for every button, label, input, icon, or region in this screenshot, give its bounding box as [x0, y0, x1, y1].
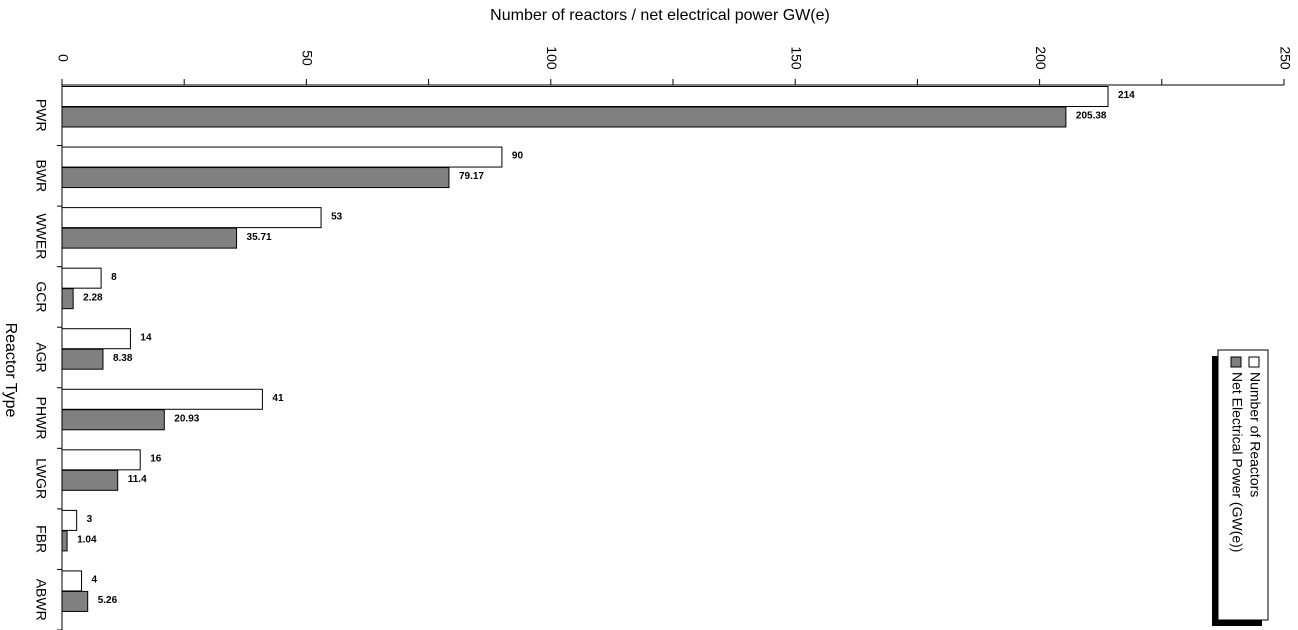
bar — [61, 288, 74, 310]
bar — [61, 207, 322, 229]
legend-swatch — [1248, 356, 1260, 368]
bar — [61, 509, 78, 531]
y-tick-label: BWR — [33, 159, 49, 192]
y-axis-title: Reactor Type — [2, 323, 19, 418]
y-tick-label: PHWR — [33, 397, 49, 440]
x-tick-label: 150 — [788, 46, 804, 70]
y-tick-label: LWGR — [33, 458, 49, 499]
bar — [61, 348, 104, 370]
value-label: 16 — [150, 453, 162, 464]
bar — [61, 86, 1109, 107]
bar — [61, 449, 141, 471]
bar — [61, 167, 450, 189]
bar — [61, 409, 165, 431]
bar — [61, 106, 1067, 128]
y-tick-label: ABWR — [33, 579, 49, 621]
value-label: 1.04 — [77, 535, 97, 546]
bar — [61, 227, 238, 249]
value-label: 11.4 — [128, 474, 147, 485]
value-label: 5.26 — [98, 595, 118, 606]
y-tick-label: AGR — [33, 342, 49, 372]
value-label: 8.38 — [113, 353, 133, 364]
value-label: 2.28 — [83, 292, 103, 303]
value-label: 53 — [331, 211, 343, 222]
bar — [61, 530, 68, 552]
value-label: 8 — [111, 272, 117, 283]
value-label: 205.38 — [1076, 111, 1107, 122]
x-tick-label: 0 — [55, 54, 71, 62]
bar — [61, 267, 102, 289]
value-label: 4 — [92, 575, 98, 586]
bar — [61, 570, 83, 592]
value-label: 79.17 — [459, 171, 484, 182]
x-tick-label: 200 — [1033, 46, 1049, 70]
x-tick-label: 250 — [1277, 46, 1293, 70]
y-tick-label: WWER — [33, 213, 49, 259]
x-tick-label: 50 — [300, 50, 316, 66]
y-tick-label: FBR — [33, 525, 49, 553]
bar — [61, 388, 263, 410]
value-label: 214 — [1118, 90, 1135, 101]
value-label: 20.93 — [174, 413, 199, 424]
y-tick-label: PWR — [33, 99, 49, 132]
value-label: 3 — [87, 514, 93, 525]
bar — [61, 590, 89, 612]
value-label: 41 — [272, 393, 284, 404]
legend-label: Number of Reactors — [1247, 372, 1263, 497]
legend-box — [1217, 349, 1269, 621]
value-label: 14 — [140, 332, 152, 343]
bar — [61, 146, 503, 168]
value-label: 90 — [512, 151, 524, 162]
x-axis-title: Number of reactors / net electrical powe… — [490, 7, 830, 24]
y-tick-label: GCR — [33, 281, 49, 312]
x-tick-label: 100 — [544, 46, 560, 70]
legend-swatch — [1230, 356, 1242, 368]
bar — [61, 469, 119, 491]
value-label: 35.71 — [247, 232, 272, 243]
bar — [61, 328, 131, 350]
legend-label: Net Electrical Power (GW(e)) — [1229, 372, 1245, 552]
